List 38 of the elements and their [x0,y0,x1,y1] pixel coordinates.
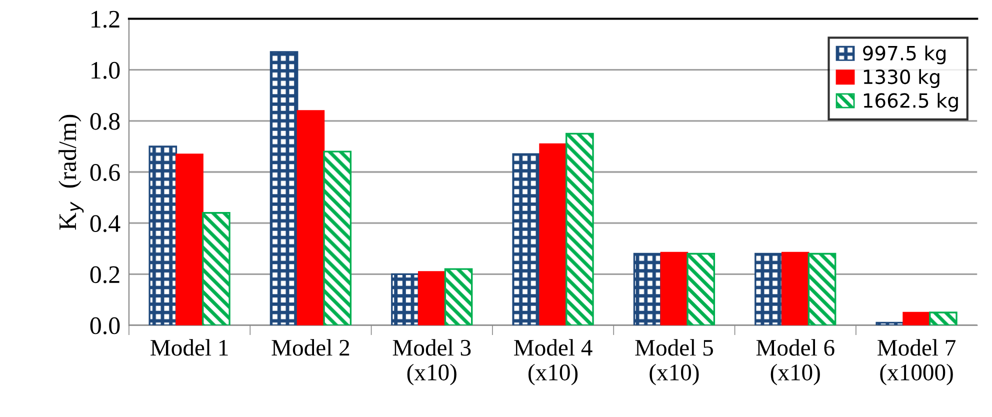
legend-label: 1662.5 kg [864,92,958,112]
x-tick-label: Model 4 (x10) [514,339,592,386]
bar [296,110,325,326]
y-tick-label: 0.2 [90,266,120,284]
y-tick-label: 0.8 [90,112,120,130]
bar [270,51,298,326]
bar [660,252,688,326]
x-tick-label: Model 5 (x10) [635,339,713,386]
bar [512,153,541,326]
y-tick-label: 0.0 [90,317,120,334]
bar [754,252,783,326]
x-tick-label: Model 6 (x10) [756,339,834,386]
bar [902,312,930,326]
y-tick-label: 1.2 [92,10,120,28]
y-tick-label: 0.4 [90,215,120,232]
bar [444,268,473,326]
y-tick-label: 1.0 [92,62,120,79]
bar [633,252,662,326]
x-tick-label: Model 2 [272,339,350,356]
bar [808,252,836,326]
bar [781,252,810,326]
bar [323,150,352,326]
legend-label: 997.5 kg [863,45,946,64]
bar [686,252,716,326]
bar [202,212,230,326]
bar [539,143,567,326]
bar [176,154,204,326]
bar [418,271,446,326]
x-tick-label: Model 7 (x1000) [878,339,956,386]
x-tick-label: Model 3 (x10) [392,339,471,386]
y-axis-title: K$_{y}$ (rad/m) [58,114,84,230]
bar [929,312,958,326]
legend-label: 1330 kg [864,69,940,88]
bar [566,132,594,326]
bar [148,146,178,326]
y-tick-label: 0.6 [90,164,120,182]
bar [391,273,420,326]
x-tick-label: Model 1 [150,339,228,356]
